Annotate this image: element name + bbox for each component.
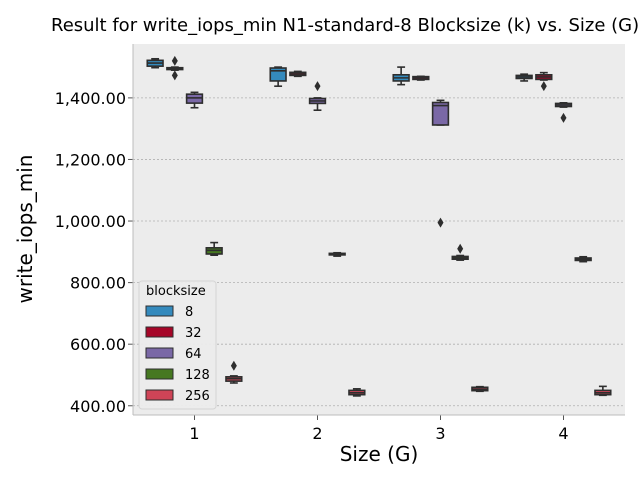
legend-title: blocksize [146,284,206,299]
box-body [269,67,287,82]
box-body [431,101,450,126]
x-tick-label: 2 [312,424,322,443]
x-tick-label: 1 [189,424,199,443]
legend-label-8: 8 [185,305,193,320]
y-tick-label: 1,200.00 [55,150,126,169]
box-8-size-1 [146,57,164,69]
y-tick-label: 800.00 [70,274,126,293]
box-series [146,55,612,397]
box-32-size-3 [412,75,430,81]
outlier-point [171,55,178,66]
y-tick-label: 400.00 [70,397,126,416]
outlier-point [457,243,464,254]
legend-swatch-256 [145,389,174,401]
box-128-size-2 [328,251,346,257]
box-32-size-1 [166,55,184,81]
outlier-point [540,81,547,92]
legend-swatch-128 [145,368,174,380]
outlier-point [171,70,178,81]
x-tick-label: 4 [558,424,568,443]
box-32-size-2 [289,70,307,78]
legend: blocksize 8 32 64 128 256 [138,280,217,410]
box-8-size-3 [392,66,410,86]
x-tick-label: 3 [435,424,445,443]
legend-label-32: 32 [185,326,202,341]
box-64-size-2 [308,81,327,111]
box-64-size-1 [185,91,204,109]
legend-label-256: 256 [185,389,210,404]
box-8-size-2 [269,66,287,87]
box-256-size-3 [471,385,489,393]
y-tick-label: 1,400.00 [55,89,126,108]
outlier-point [314,81,321,92]
box-256-size-2 [348,388,366,397]
box-64-size-3 [431,99,450,228]
legend-swatch-8 [145,305,174,317]
chart-title: Result for write_iops_min N1-standard-8 … [51,15,639,36]
box-32-size-4 [535,71,553,92]
outlier-point [437,217,444,228]
outlier-point [230,360,237,371]
y-tick-label: 1,000.00 [55,212,126,231]
box-128-size-1 [205,241,223,257]
box-128-size-4 [574,255,592,263]
x-axis-label: Size (G) [340,442,419,466]
box-256-size-4 [594,385,612,397]
axes: 400.00 600.00 800.00 1,000.00 1,200.00 1,400.… [55,44,625,443]
legend-label-128: 128 [185,368,210,383]
box-128-size-3 [451,243,469,261]
y-axis-label: write_iops_min [13,155,37,304]
y-tick-label: 600.00 [70,335,126,354]
box-64-size-4 [554,102,573,123]
legend-swatch-32 [145,326,174,338]
outlier-point [560,112,567,123]
legend-label-64: 64 [185,347,202,362]
box-8-size-4 [515,73,533,82]
box-256-size-1 [225,360,243,384]
legend-swatch-64 [145,347,174,359]
